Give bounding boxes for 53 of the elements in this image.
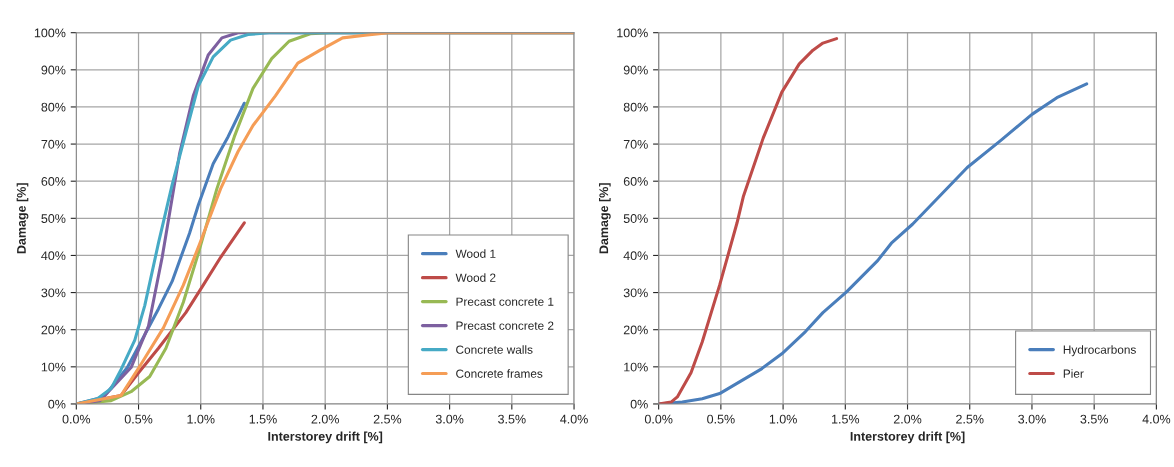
y-tick-label: 10%	[41, 362, 66, 372]
x-tick-label: 1.5%	[832, 414, 860, 424]
y-tick-label: 40%	[41, 251, 66, 261]
y-tick-label: 0%	[630, 399, 648, 409]
x-tick-label: 1.0%	[187, 414, 215, 424]
y-tick-label: 90%	[41, 65, 66, 75]
x-tick-label: 3.0%	[1018, 414, 1046, 424]
legend-label: Pier	[1063, 369, 1084, 378]
x-tick-label: 4.0%	[560, 414, 588, 424]
x-tick-label: 0.5%	[707, 414, 735, 424]
y-tick-label: 60%	[41, 177, 66, 186]
legend-label: Precast concrete 1	[456, 297, 554, 306]
x-axis-title: Interstorey drift [%]	[268, 431, 383, 444]
legend-label: Wood 2	[455, 273, 496, 282]
y-tick-label: 50%	[623, 214, 648, 223]
y-tick-label: 80%	[41, 102, 66, 112]
x-tick-label: 0.5%	[124, 414, 153, 424]
legend-label: Precast concrete 2	[456, 321, 554, 330]
y-tick-label: 60%	[623, 177, 648, 186]
legend-label: Concrete walls	[456, 345, 533, 354]
line-series	[658, 37, 839, 404]
legend-label: Hydrocarbons	[1063, 345, 1136, 357]
legend-label: Wood 1	[455, 249, 496, 258]
y-axis-title: Damage [%]	[16, 183, 29, 254]
x-tick-label: 2.5%	[373, 414, 402, 424]
x-axis-title: Interstorey drift [%]	[850, 431, 965, 444]
x-tick-label: 1.0%	[769, 414, 797, 424]
y-tick-label: 70%	[41, 139, 66, 149]
x-tick-label: 3.0%	[435, 414, 464, 424]
y-tick-label: 90%	[623, 65, 648, 75]
x-tick-label: 2.0%	[893, 414, 922, 424]
x-tick-label: 2.5%	[956, 414, 984, 424]
y-tick-label: 70%	[623, 139, 648, 149]
legend-label: Concrete frames	[456, 369, 543, 378]
y-tick-label: 100%	[34, 28, 66, 38]
x-tick-label: 1.5%	[249, 414, 277, 424]
y-tick-label: 40%	[623, 251, 648, 261]
y-tick-label: 80%	[623, 102, 648, 112]
y-tick-label: 20%	[623, 325, 648, 335]
y-tick-label: 0%	[48, 399, 66, 409]
y-tick-label: 30%	[41, 288, 66, 298]
y-axis-title: Damage [%]	[599, 183, 611, 254]
y-tick-label: 20%	[41, 325, 66, 335]
y-tick-label: 30%	[623, 288, 648, 298]
y-tick-label: 50%	[41, 214, 66, 223]
x-tick-label: 0.0%	[62, 414, 91, 424]
y-tick-label: 10%	[624, 362, 648, 372]
x-tick-label: 3.5%	[498, 414, 526, 424]
x-tick-label: 4.0%	[1142, 414, 1171, 424]
y-tick-label: 100%	[617, 28, 648, 38]
x-tick-label: 2.0%	[311, 414, 339, 424]
x-tick-label: 0.0%	[644, 414, 673, 424]
x-tick-label: 3.5%	[1080, 414, 1108, 424]
